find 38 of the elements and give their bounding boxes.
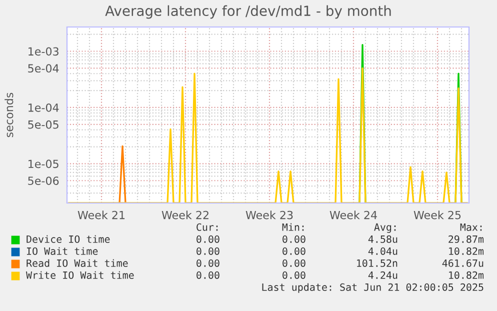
y-tick-label: 5e-05: [28, 120, 58, 129]
chart-title: Average latency for /dev/md1 - by month: [105, 5, 391, 19]
legend-label: IO Wait time: [26, 247, 98, 255]
text: Max:: [460, 223, 482, 231]
x-tick-label: Week 25: [414, 210, 461, 220]
text: 0.00: [282, 259, 306, 267]
y-tick-label: 5e-04: [28, 64, 59, 73]
text: 10.82m: [449, 271, 484, 279]
text: 0.00: [196, 247, 220, 255]
text: 0.00: [196, 259, 220, 267]
legend-label: Read IO Wait time: [26, 259, 128, 267]
y-tick-label: 5e-06: [28, 176, 59, 186]
text: 0.00: [282, 247, 306, 255]
text: 461.67u: [442, 259, 484, 267]
text: 0.00: [282, 271, 306, 279]
y-tick-label: 1e-04: [28, 103, 59, 112]
y-tick-label: 1e-03: [28, 47, 58, 56]
text: 101.52n: [357, 259, 398, 267]
text: Cur:: [196, 223, 218, 231]
text: Last update: Sat Jun 21 02:00:05 2025: [262, 283, 484, 293]
legend-label: Write IO Wait time: [26, 271, 134, 279]
text: 0.00: [196, 235, 220, 243]
x-tick-label: Week 22: [162, 210, 208, 220]
legend-label: Device IO time: [26, 235, 110, 243]
text: 4.58u: [368, 235, 398, 243]
text: 0.00: [282, 235, 306, 243]
text: 0.00: [196, 271, 220, 279]
text: 10.82m: [449, 247, 484, 255]
y-tick-label: 1e-05: [28, 160, 58, 168]
x-tick-label: Week 23: [246, 210, 293, 220]
text: Min:: [282, 223, 304, 231]
x-tick-label: Week 21: [78, 210, 125, 220]
text: 4.04u: [368, 247, 398, 255]
text: 29.87m: [448, 235, 484, 243]
y-axis-title: seconds: [4, 92, 14, 138]
text: 4.24u: [368, 271, 398, 279]
x-tick-label: Week 24: [330, 210, 377, 220]
text: Avg:: [374, 223, 396, 233]
